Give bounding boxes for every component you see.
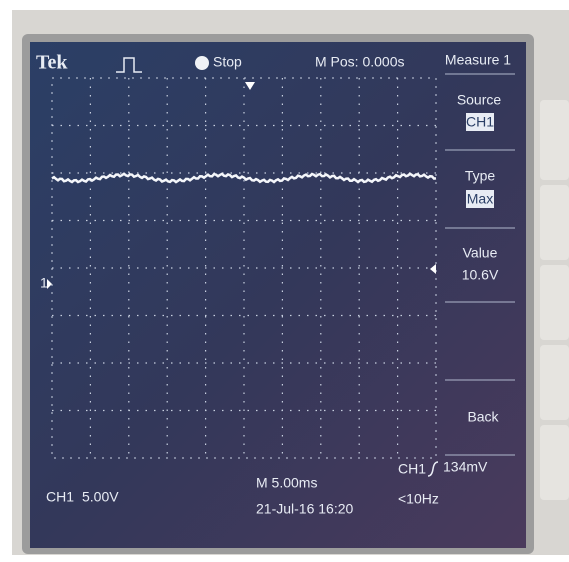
status-dot [195,56,209,70]
menu-label: Value [463,245,498,261]
menu-value: 10.6V [462,267,499,283]
datetime: 21-Jul-16 16:20 [256,501,354,517]
position: M Pos: 0.000s [315,54,405,70]
menu-label[interactable]: Type [465,168,496,184]
status: Stop [213,54,242,70]
channel-marker: 1 [40,275,48,291]
brand: Tek [36,52,68,74]
oscilloscope: Tek Stop M Pos: 0.000s 1 Measure 1 Sourc… [0,0,569,562]
channel-scale: 5.00V [82,489,119,505]
channel: CH1 [46,489,74,505]
menu-title: Measure 1 [445,52,511,68]
trigger-channel: CH1 [398,461,426,477]
menu-value[interactable]: CH1 [466,114,494,130]
frequency: <10Hz [398,491,439,507]
side-buttons [540,100,569,500]
menu-label[interactable]: Back [467,409,499,425]
menu-value[interactable]: Max [467,191,493,207]
timebase: M 5.00ms [256,475,317,491]
menu-label[interactable]: Source [457,92,502,108]
trigger-level: 134mV [443,459,488,475]
